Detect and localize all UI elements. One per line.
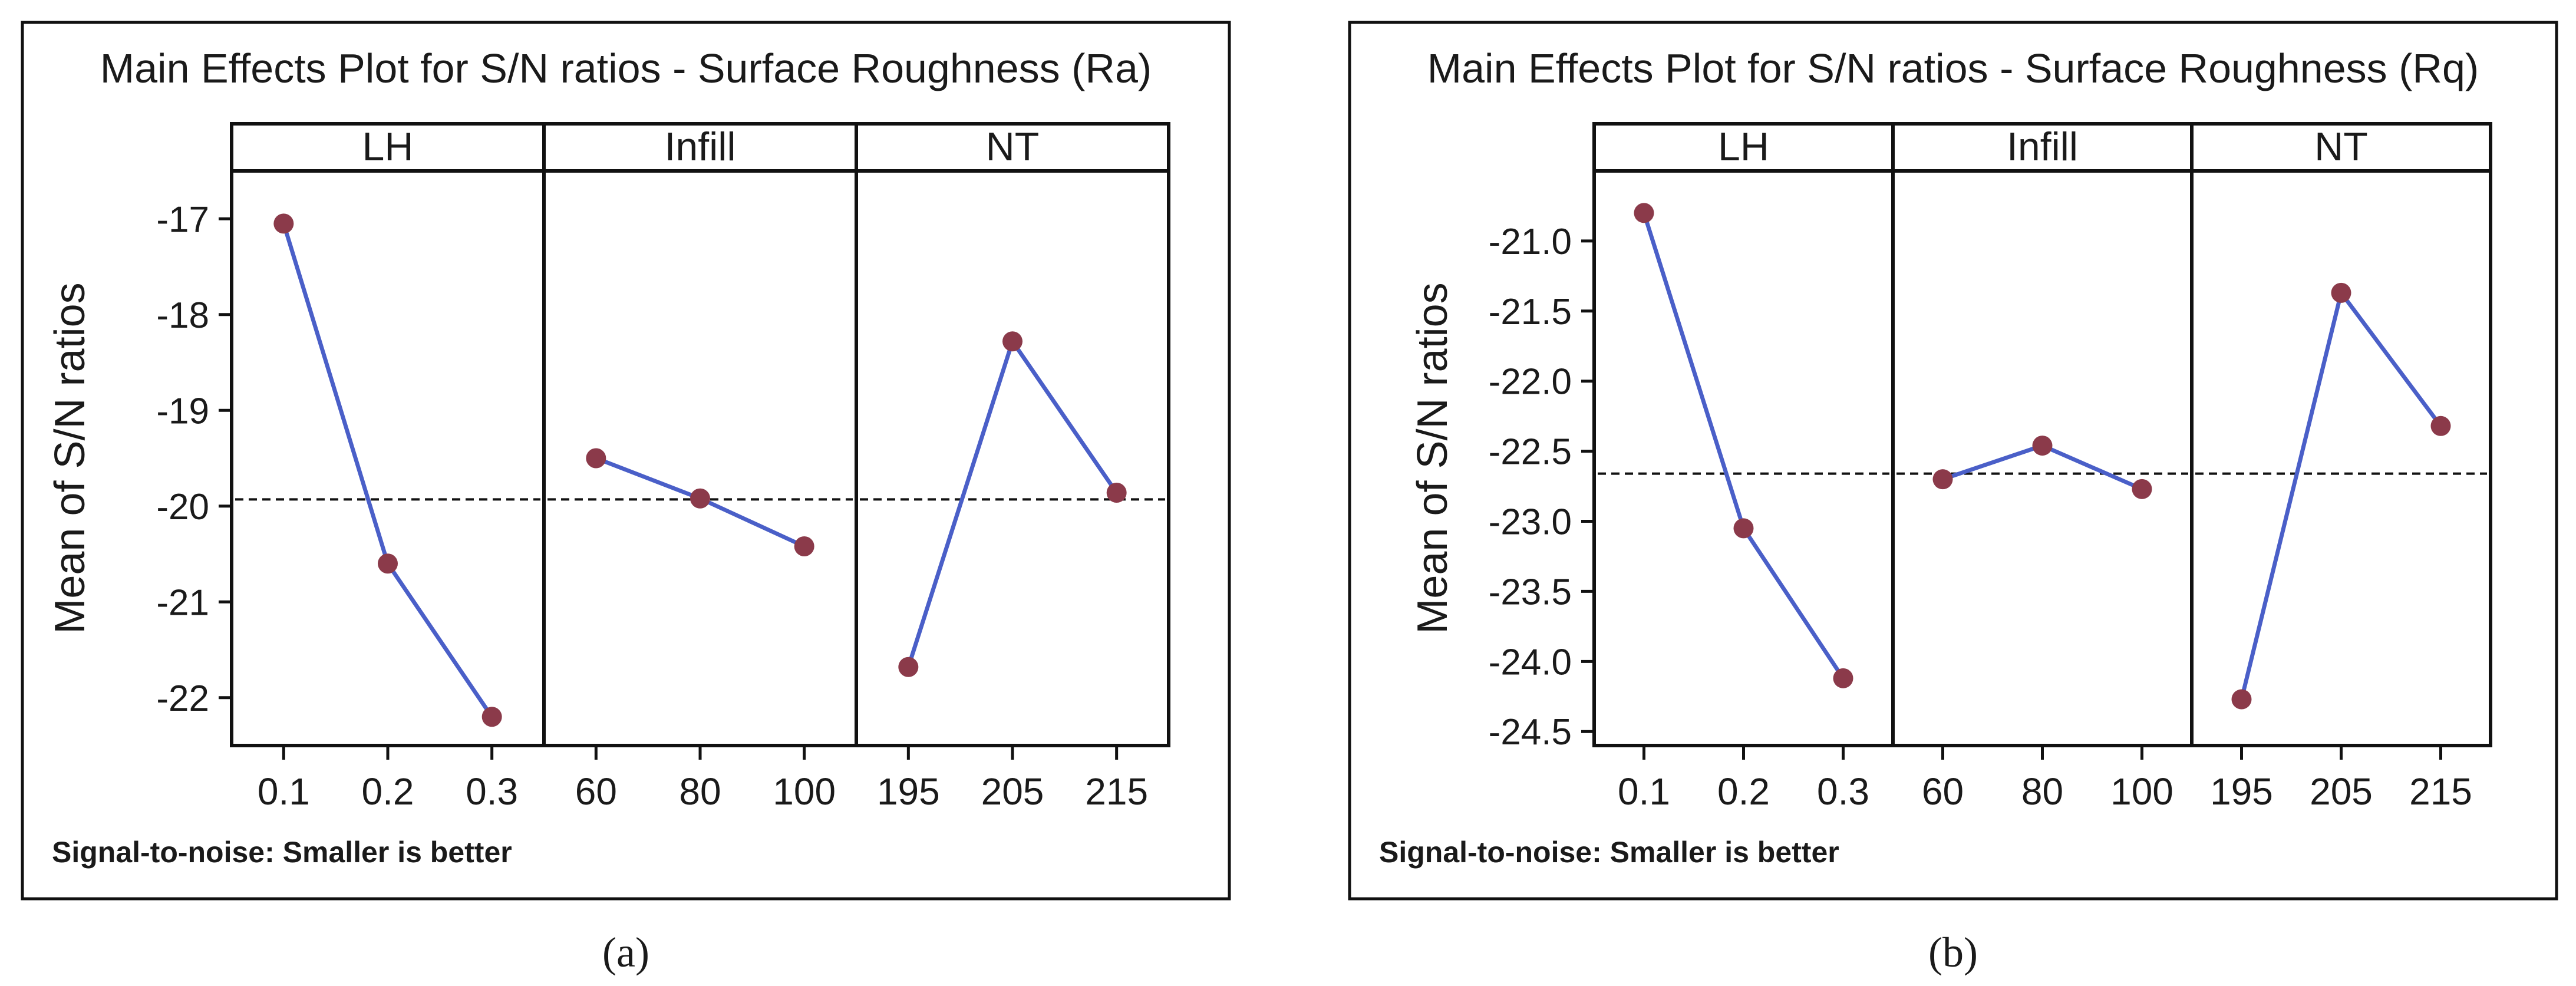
data-point bbox=[2231, 689, 2252, 710]
footnote: Signal-to-noise: Smaller is better bbox=[1379, 836, 1839, 869]
facet-label-infill: Infill bbox=[665, 124, 736, 169]
data-point bbox=[1733, 518, 1754, 539]
data-point bbox=[2032, 436, 2053, 456]
panel-caption: (b) bbox=[1928, 929, 1978, 976]
x-tick-label: 0.2 bbox=[1717, 770, 1770, 813]
x-tick-label: 100 bbox=[2110, 770, 2173, 813]
data-point bbox=[481, 707, 502, 727]
y-tick-label: -20 bbox=[156, 487, 209, 527]
panel-frame bbox=[1348, 21, 2558, 901]
y-tick-label: -22.0 bbox=[1489, 362, 1572, 403]
x-tick-label: 100 bbox=[773, 770, 836, 813]
panel-caption: (a) bbox=[602, 929, 649, 976]
x-tick-label: 205 bbox=[981, 770, 1044, 813]
facet-label-lh: LH bbox=[362, 124, 414, 169]
footnote: Signal-to-noise: Smaller is better bbox=[52, 836, 512, 869]
data-point bbox=[794, 536, 814, 556]
x-tick-label: 0.1 bbox=[1618, 770, 1670, 813]
x-tick-label: 0.3 bbox=[1817, 770, 1869, 813]
chart-title: Main Effects Plot for S/N ratios - Surfa… bbox=[1427, 45, 2479, 91]
y-tick-label: -22 bbox=[156, 678, 209, 719]
x-tick-label: 215 bbox=[2409, 770, 2472, 813]
data-point bbox=[273, 213, 294, 234]
data-point bbox=[1634, 203, 1654, 223]
y-tick-label: -22.5 bbox=[1489, 432, 1572, 473]
data-point bbox=[1002, 331, 1023, 352]
y-tick-label: -24.0 bbox=[1489, 642, 1572, 682]
chart-panel-a: Main Effects Plot for S/N ratios - Surfa… bbox=[21, 21, 1231, 976]
y-tick-label: -21 bbox=[156, 582, 209, 623]
x-tick-label: 195 bbox=[877, 770, 940, 813]
data-point bbox=[2132, 479, 2152, 499]
y-tick-label: -23.0 bbox=[1489, 502, 1572, 543]
x-tick-label: 215 bbox=[1085, 770, 1148, 813]
panel-frame bbox=[21, 21, 1231, 901]
facet-label-nt: NT bbox=[986, 124, 1040, 169]
x-tick-label: 0.1 bbox=[258, 770, 310, 813]
x-tick-label: 205 bbox=[2310, 770, 2373, 813]
facet-label-nt: NT bbox=[2314, 124, 2368, 169]
y-tick-label: -18 bbox=[156, 295, 209, 336]
x-tick-label: 195 bbox=[2210, 770, 2273, 813]
data-point bbox=[378, 553, 398, 574]
facet-label-infill: Infill bbox=[2007, 124, 2078, 169]
y-tick-label: -24.5 bbox=[1489, 712, 1572, 753]
data-point bbox=[898, 657, 919, 677]
x-tick-label: 60 bbox=[1922, 770, 1964, 813]
data-point bbox=[1106, 483, 1127, 503]
x-tick-label: 60 bbox=[575, 770, 617, 813]
y-tick-label: -21.0 bbox=[1489, 222, 1572, 262]
data-point bbox=[1833, 668, 1853, 688]
x-tick-label: 80 bbox=[679, 770, 721, 813]
y-tick-label: -23.5 bbox=[1489, 572, 1572, 612]
chart-panel-b: Main Effects Plot for S/N ratios - Surfa… bbox=[1348, 21, 2558, 976]
y-axis-label: Mean of S/N ratios bbox=[47, 282, 94, 634]
facet-label-lh: LH bbox=[1718, 124, 1769, 169]
data-point bbox=[690, 488, 710, 509]
y-tick-label: -21.5 bbox=[1489, 292, 1572, 332]
x-tick-label: 80 bbox=[2021, 770, 2063, 813]
chart-title: Main Effects Plot for S/N ratios - Surfa… bbox=[100, 45, 1152, 91]
y-tick-label: -19 bbox=[156, 391, 209, 431]
data-point bbox=[586, 448, 606, 469]
data-point bbox=[2430, 415, 2451, 436]
y-tick-label: -17 bbox=[156, 199, 209, 240]
data-point bbox=[2331, 282, 2351, 303]
data-point bbox=[1932, 469, 1953, 490]
y-axis-label: Mean of S/N ratios bbox=[1409, 282, 1456, 634]
x-tick-label: 0.2 bbox=[362, 770, 414, 813]
x-tick-label: 0.3 bbox=[466, 770, 518, 813]
